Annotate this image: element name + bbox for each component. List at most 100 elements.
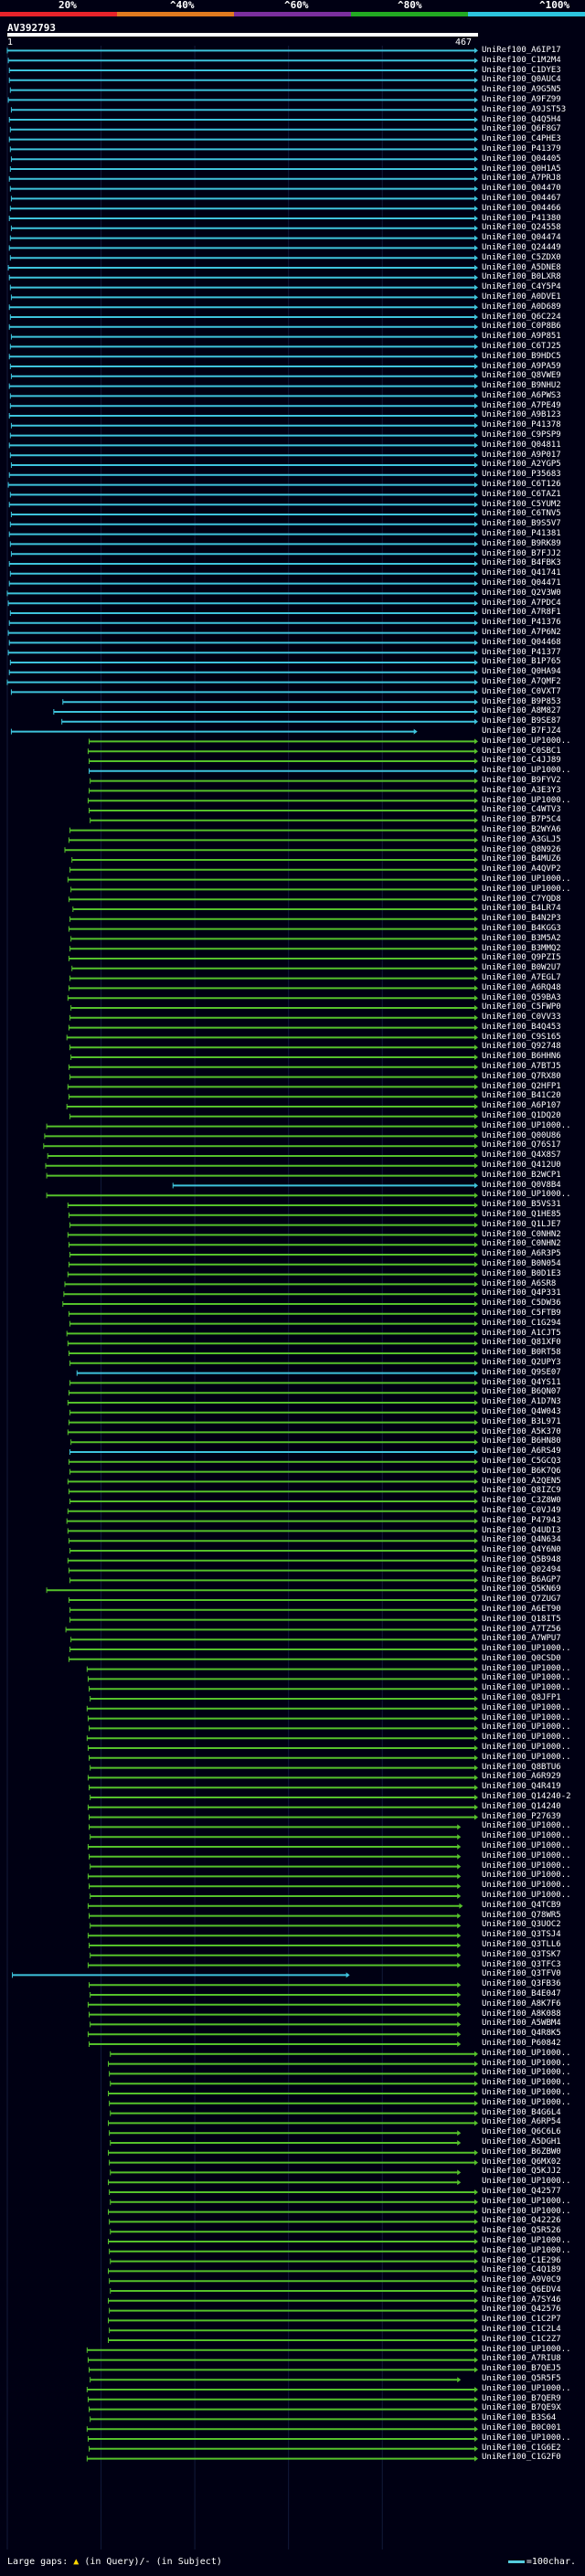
hit-row[interactable] xyxy=(8,442,478,449)
hit-label[interactable]: UniRef100_Q78WR5 xyxy=(482,1910,561,1920)
hit-row[interactable] xyxy=(108,2179,462,2186)
hit-label[interactable]: UniRef100_Q5R526 xyxy=(482,2226,561,2236)
hit-row[interactable] xyxy=(90,1923,462,1929)
hit-label[interactable]: UniRef100_A9P851 xyxy=(482,332,561,342)
hit-row[interactable] xyxy=(69,1113,478,1119)
hit-row[interactable] xyxy=(69,1360,478,1366)
hit-label[interactable]: UniRef100_Q02494 xyxy=(482,1564,561,1574)
hit-row[interactable] xyxy=(68,1597,478,1603)
hit-row[interactable] xyxy=(66,1034,478,1041)
hit-label[interactable]: UniRef100_Q3UOC2 xyxy=(482,1920,561,1930)
hit-row[interactable] xyxy=(67,876,478,883)
hit-label[interactable]: UniRef100_A9V0C9 xyxy=(482,2275,561,2285)
hit-label[interactable]: UniRef100_A6R3P5 xyxy=(482,1249,561,1259)
hit-label[interactable]: UniRef100_A9FZ99 xyxy=(482,94,561,104)
hit-row[interactable] xyxy=(87,1873,462,1880)
hit-row[interactable] xyxy=(110,2051,478,2057)
hit-row[interactable] xyxy=(7,482,478,488)
hit-row[interactable] xyxy=(8,216,478,221)
hit-label[interactable]: UniRef100_B0RT58 xyxy=(482,1348,561,1358)
hit-label[interactable]: UniRef100_A9PA59 xyxy=(482,361,561,371)
hit-label[interactable]: UniRef100_UP1000.. xyxy=(482,2048,571,2058)
hit-row[interactable] xyxy=(90,2416,478,2422)
hit-label[interactable]: UniRef100_Q24558 xyxy=(482,223,561,233)
hit-label[interactable]: UniRef100_B7QER9 xyxy=(482,2393,561,2403)
hit-label[interactable]: UniRef100_B9RK89 xyxy=(482,538,561,548)
hit-row[interactable] xyxy=(8,323,478,330)
hit-label[interactable]: UniRef100_A7PRJ8 xyxy=(482,174,561,184)
hit-row[interactable] xyxy=(86,2387,478,2392)
hit-label[interactable]: UniRef100_C5DW36 xyxy=(482,1299,561,1309)
hit-label[interactable]: UniRef100_A1D7N3 xyxy=(482,1397,561,1407)
hit-label[interactable]: UniRef100_C5GCQ3 xyxy=(482,1456,561,1466)
hit-row[interactable] xyxy=(7,265,478,270)
hit-label[interactable]: UniRef100_UP1000.. xyxy=(482,2068,571,2078)
hit-row[interactable] xyxy=(89,2011,462,2018)
hit-label[interactable]: UniRef100_A5K370 xyxy=(482,1426,561,1436)
hit-row[interactable] xyxy=(109,2100,478,2106)
hit-label[interactable]: UniRef100_C4Q189 xyxy=(482,2265,561,2275)
hit-label[interactable]: UniRef100_B6AGP7 xyxy=(482,1574,561,1585)
hit-row[interactable] xyxy=(109,2130,462,2136)
hit-row[interactable] xyxy=(61,718,478,725)
hit-row[interactable] xyxy=(9,166,478,172)
hit-label[interactable]: UniRef100_C4PHE3 xyxy=(482,134,561,144)
hit-row[interactable] xyxy=(89,2367,478,2373)
hit-row[interactable] xyxy=(172,1182,478,1189)
hit-label[interactable]: UniRef100_Q76S17 xyxy=(482,1140,561,1150)
hit-row[interactable] xyxy=(108,2268,478,2274)
hit-label[interactable]: UniRef100_UP1000.. xyxy=(482,1673,571,1683)
hit-row[interactable] xyxy=(68,1656,478,1662)
hit-row[interactable] xyxy=(68,1310,478,1317)
hit-label[interactable]: UniRef100_A1CJT5 xyxy=(482,1328,561,1338)
hit-label[interactable]: UniRef100_Q04405 xyxy=(482,154,561,164)
hit-label[interactable]: UniRef100_B2WCP1 xyxy=(482,1170,561,1180)
hit-label[interactable]: UniRef100_A6R929 xyxy=(482,1772,561,1782)
hit-row[interactable] xyxy=(110,2199,478,2205)
hit-row[interactable] xyxy=(70,936,478,942)
hit-label[interactable]: UniRef100_Q1LJE7 xyxy=(482,1219,561,1229)
hit-row[interactable] xyxy=(9,660,478,665)
hit-label[interactable]: UniRef100_B6HN80 xyxy=(482,1436,561,1447)
hit-row[interactable] xyxy=(89,758,478,764)
hit-row[interactable] xyxy=(68,1024,478,1031)
hit-row[interactable] xyxy=(108,2149,478,2156)
hit-row[interactable] xyxy=(90,1795,478,1800)
hit-label[interactable]: UniRef100_B9P853 xyxy=(482,696,561,706)
hit-label[interactable]: UniRef100_Q6C224 xyxy=(482,312,561,322)
hit-label[interactable]: UniRef100_C9S165 xyxy=(482,1032,561,1042)
hit-label[interactable]: UniRef100_A9G5N5 xyxy=(482,85,561,95)
hit-row[interactable] xyxy=(71,965,478,971)
hit-row[interactable] xyxy=(8,274,478,281)
hit-label[interactable]: UniRef100_Q0HA94 xyxy=(482,667,561,677)
hit-label[interactable]: UniRef100_Q04474 xyxy=(482,233,561,243)
hit-row[interactable] xyxy=(87,1715,478,1722)
hit-label[interactable]: UniRef100_Q3TSJ4 xyxy=(482,1930,561,1940)
hit-row[interactable] xyxy=(68,1567,478,1574)
hit-row[interactable] xyxy=(7,600,478,607)
hit-row[interactable] xyxy=(90,2377,462,2383)
hit-label[interactable]: UniRef100_Q18IT5 xyxy=(482,1614,561,1624)
hit-row[interactable] xyxy=(87,2001,462,2008)
hit-label[interactable]: UniRef100_B4Q453 xyxy=(482,1022,561,1032)
hit-label[interactable]: UniRef100_B7QEJ5 xyxy=(482,2364,561,2374)
hit-row[interactable] xyxy=(86,1666,478,1672)
hit-row[interactable] xyxy=(45,1162,478,1169)
hit-label[interactable]: UniRef100_B4G6L4 xyxy=(482,2107,561,2117)
hit-label[interactable]: UniRef100_Q6MX02 xyxy=(482,2157,561,2167)
hit-label[interactable]: UniRef100_B5VS31 xyxy=(482,1200,561,1210)
hit-row[interactable] xyxy=(110,2140,462,2146)
hit-label[interactable]: UniRef100_B7P5C4 xyxy=(482,815,561,825)
hit-label[interactable]: UniRef100_C5FWP0 xyxy=(482,1002,561,1012)
hit-row[interactable] xyxy=(86,1735,478,1742)
hit-label[interactable]: UniRef100_A7SY46 xyxy=(482,2295,561,2305)
hit-row[interactable] xyxy=(65,1627,478,1633)
hit-label[interactable]: UniRef100_Q9SE07 xyxy=(482,1367,561,1377)
hit-label[interactable]: UniRef100_B9NHU2 xyxy=(482,381,561,391)
hit-label[interactable]: UniRef100_Q0AUC4 xyxy=(482,75,561,85)
hit-label[interactable]: UniRef100_Q8N926 xyxy=(482,844,561,854)
hit-row[interactable] xyxy=(109,2278,478,2284)
hit-row[interactable] xyxy=(108,2091,478,2096)
hit-row[interactable] xyxy=(108,2209,478,2215)
hit-label[interactable]: UniRef100_B9HDC5 xyxy=(482,351,561,361)
